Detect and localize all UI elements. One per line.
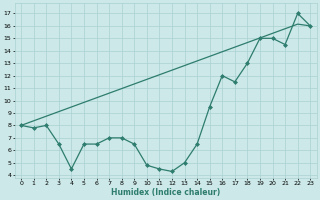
X-axis label: Humidex (Indice chaleur): Humidex (Indice chaleur) [111,188,220,197]
